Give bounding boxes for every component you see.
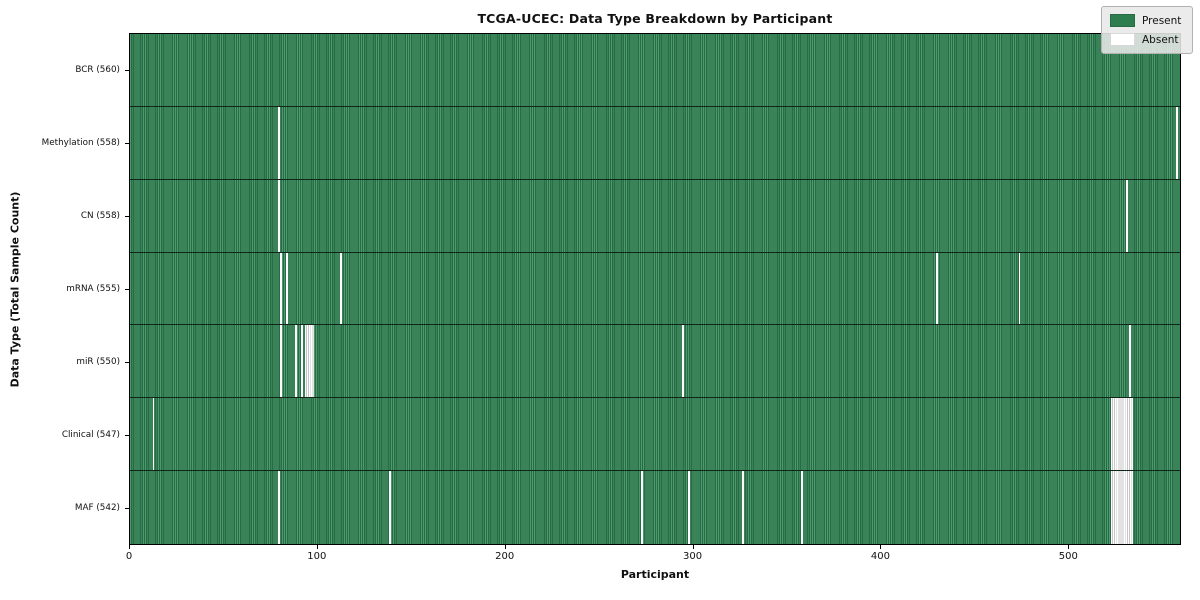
absent-gap	[742, 471, 745, 544]
legend-entry-absent: Absent	[1110, 33, 1183, 46]
heatmap-row-cn	[130, 179, 1180, 253]
absent-gap	[687, 471, 690, 544]
plot-area	[129, 33, 1181, 545]
x-tick-label: 100	[307, 551, 327, 562]
y-tick-label: MAF (542)	[74, 503, 120, 514]
y-tick-label: Methylation (558)	[41, 137, 120, 148]
x-tick-mark	[129, 545, 130, 549]
absent-gap	[278, 179, 281, 252]
y-tick-label: Clinical (547)	[61, 430, 120, 441]
absent-gap	[152, 398, 155, 471]
absent-gap	[682, 325, 685, 398]
x-tick-label: 200	[495, 551, 515, 562]
y-tick-mark	[125, 508, 129, 510]
present-swatch-icon	[1110, 14, 1135, 27]
y-tick-label: mRNA (555)	[66, 284, 120, 294]
heatmap-row-methylation	[130, 106, 1180, 180]
heatmap-row-clinical	[130, 398, 1180, 472]
x-tick-mark	[1068, 545, 1070, 549]
legend-label-absent: Absent	[1142, 33, 1179, 46]
absent-gap	[295, 325, 298, 398]
heatmap-row-bcr	[130, 34, 1180, 107]
heatmap-row-mrna	[130, 252, 1180, 326]
absent-gap	[278, 106, 281, 179]
y-tick-mark	[125, 435, 129, 437]
x-tick-label: 400	[870, 551, 890, 562]
x-tick-label: 300	[683, 551, 703, 562]
x-tick-mark	[504, 545, 506, 549]
absent-gap	[389, 471, 392, 544]
x-tick-label: 0	[125, 551, 133, 562]
absent-gap	[280, 325, 283, 398]
absent-gap	[1018, 252, 1021, 325]
y-tick-mark	[125, 362, 129, 364]
absent-gap	[640, 471, 643, 544]
legend-entry-present: Present	[1110, 14, 1183, 27]
heatmap-row-maf	[130, 471, 1180, 544]
absent-gap	[280, 252, 283, 325]
y-tick-mark	[125, 69, 129, 71]
y-tick-mark	[125, 215, 129, 217]
absent-gap	[935, 252, 938, 325]
heatmap-row-mir	[130, 325, 1180, 399]
x-tick-label: 500	[1058, 551, 1078, 562]
absent-swatch-icon	[1110, 33, 1135, 46]
y-tick-mark	[125, 289, 129, 290]
y-tick-label: CN (558)	[80, 210, 120, 221]
x-tick-mark	[692, 545, 694, 549]
absent-gap	[285, 252, 288, 325]
x-tick-mark	[316, 545, 318, 549]
absent-gap	[278, 471, 281, 544]
x-axis-label: Participant	[620, 568, 690, 581]
absent-gap	[1176, 106, 1179, 179]
y-tick-label: miR (550)	[76, 357, 120, 368]
y-tick-mark	[125, 142, 129, 144]
x-tick-mark	[880, 545, 882, 549]
absent-gap	[1129, 325, 1132, 398]
absent-gap	[304, 325, 315, 398]
absent-gap	[1125, 179, 1128, 252]
legend: Present Absent	[1101, 6, 1193, 54]
legend-label-present: Present	[1142, 14, 1182, 27]
chart-title: TCGA-UCEC: Data Type Breakdown by Partic…	[477, 11, 833, 26]
absent-gap	[1110, 471, 1134, 544]
absent-gap	[340, 252, 343, 325]
y-tick-label: BCR (560)	[75, 64, 120, 75]
absent-gap	[800, 471, 803, 544]
absent-gap	[300, 325, 303, 398]
absent-gap	[1110, 398, 1134, 471]
